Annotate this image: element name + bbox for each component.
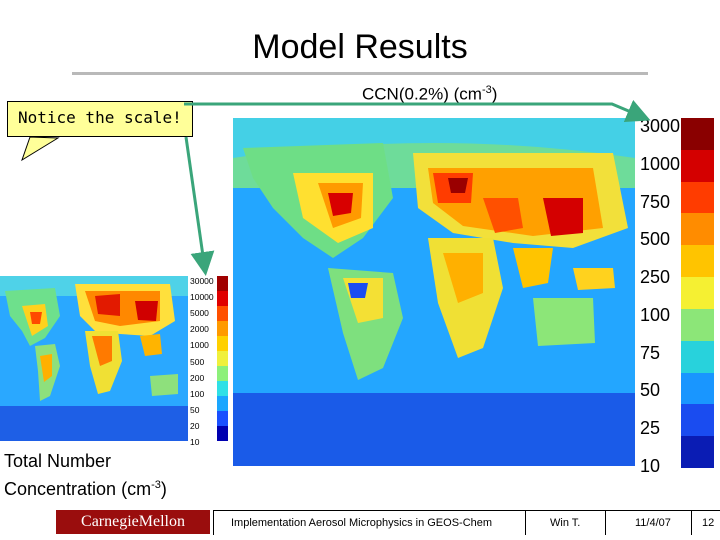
cbSmall-segment: [217, 366, 228, 381]
small-colorbar-tick: 50: [190, 404, 200, 415]
small-colorbar-tick: 10000: [190, 292, 214, 303]
cbSmall-segment: [217, 321, 228, 336]
total-label-close: ): [160, 479, 167, 499]
footer-page-number: 12: [702, 517, 715, 529]
small-colorbar-tick: 10: [190, 437, 200, 447]
cbLarge-segment: [681, 245, 714, 278]
small-colorbar-tick: 2000: [190, 324, 209, 335]
cbLarge-segment: [681, 277, 714, 309]
footer-bar: Implementation Aerosol Microphysics in G…: [213, 510, 720, 535]
cbLarge-segment: [681, 436, 714, 468]
cbSmall-segment: [217, 306, 228, 321]
small-colorbar-tick: 200: [190, 372, 205, 383]
large-colorbar-tick: 100: [640, 304, 671, 325]
callout-pointer: [21, 136, 60, 162]
logo-text: CarnegieMellon: [81, 513, 185, 530]
callout-text: Notice the scale!: [18, 108, 182, 127]
small-colorbar-tick: 5000: [190, 308, 209, 319]
total-label-line2: Concentration (cm-3): [4, 473, 167, 501]
cbSmall-segment: [217, 411, 228, 426]
ccn-label-close: ): [491, 84, 498, 104]
footer-date: 11/4/07: [635, 517, 671, 529]
total-label-line1: Total Number: [4, 451, 112, 471]
large-colorbar-tick: 10: [640, 456, 661, 476]
cbSmall-segment: [217, 351, 228, 366]
large-colorbar-tick: 50: [640, 380, 661, 401]
ccn-label-text: CCN(0.2%) (cm: [362, 84, 482, 104]
cbSmall-segment: [217, 381, 228, 396]
small-colorbar-tick: 500: [190, 356, 205, 367]
slide-title: Model Results: [252, 28, 468, 66]
arrow-to-small-scale: [184, 136, 215, 276]
cbLarge-segment: [681, 372, 714, 405]
large-colorbar: [681, 118, 714, 468]
small-colorbar-tick: 20: [190, 420, 200, 431]
cbLarge-segment: [681, 404, 714, 437]
footer-author: Win T.: [550, 517, 581, 529]
total-label-text: Concentration (cm: [4, 479, 152, 499]
large-colorbar-tick: 750: [640, 191, 671, 212]
cbLarge-segment: [681, 181, 714, 214]
cbLarge-segment: [681, 340, 714, 373]
small-colorbar-tick: 30000: [190, 276, 214, 286]
total-label-exponent: -3: [151, 479, 161, 491]
arrow-to-large-scale: [184, 99, 651, 123]
small-colorbar-tick: 1000: [190, 340, 209, 351]
large-colorbar-tick: 25: [640, 418, 661, 439]
cbLarge-segment: [681, 118, 714, 150]
callout-box: [7, 101, 193, 137]
cbSmall-segment: [217, 426, 228, 441]
cbSmall-segment: [217, 276, 228, 291]
title-divider: [72, 72, 648, 75]
cbLarge-segment: [681, 308, 714, 341]
total-number-label: Total Number Concentration (cm-3): [4, 449, 167, 501]
small-colorbar: [217, 276, 228, 441]
ccn-map-label: CCN(0.2%) (cm-3): [362, 84, 497, 105]
ccn-map: [233, 118, 635, 466]
large-colorbar-tick: 1000: [640, 153, 681, 174]
footer-presentation-title: Implementation Aerosol Microphysics in G…: [231, 517, 493, 529]
cbSmall-segment: [217, 291, 228, 306]
cmu-logo: CarnegieMellon: [56, 510, 210, 534]
cbLarge-segment: [681, 213, 714, 246]
cbSmall-segment: [217, 336, 228, 351]
small-colorbar-tick: 100: [190, 388, 205, 399]
large-colorbar-tick: 500: [640, 229, 671, 250]
large-colorbar-tick: 250: [640, 267, 671, 288]
ccn-label-exponent: -3: [481, 84, 492, 96]
total-number-map: [0, 276, 188, 441]
cbSmall-segment: [217, 396, 228, 411]
cbLarge-segment: [681, 149, 714, 182]
large-colorbar-tick: 75: [640, 342, 661, 363]
